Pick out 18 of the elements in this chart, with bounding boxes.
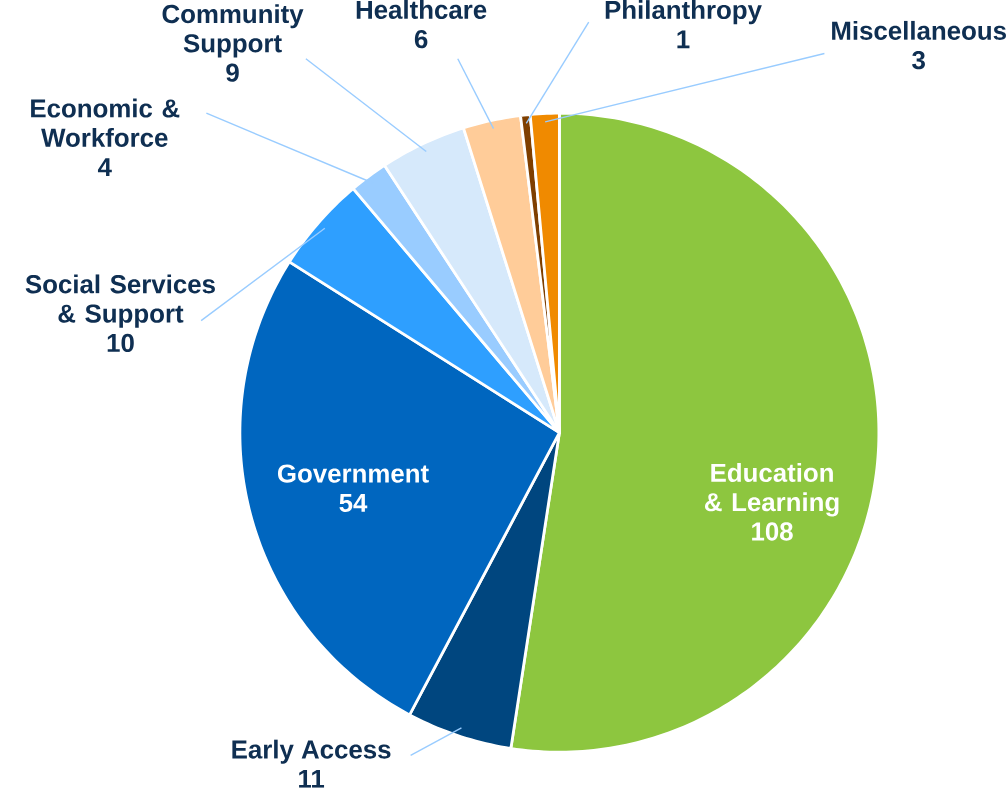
data-label: 6 [414,30,428,49]
data-label: 4 [97,158,112,177]
data-label: 10 [107,333,134,353]
slice-label: Social Services & Support [25,274,215,328]
data-label: 108 [752,522,793,541]
slice-label: Community Support [162,4,304,58]
data-label: 54 [339,494,368,513]
slice-label: Government [277,464,429,483]
data-label: 11 [299,770,325,788]
slice-label: Philanthropy [605,0,762,25]
data-label: 1 [677,30,690,49]
data-label: 9 [226,63,239,82]
slice-label: Miscellaneous [832,21,1006,41]
slice-label: Early Access [232,739,391,764]
data-label: 3 [912,51,925,70]
slice-label: Economic & Workforce [31,98,180,148]
slice-label: Healthcare [356,0,487,20]
slice-label: Education & Learning [704,463,839,517]
